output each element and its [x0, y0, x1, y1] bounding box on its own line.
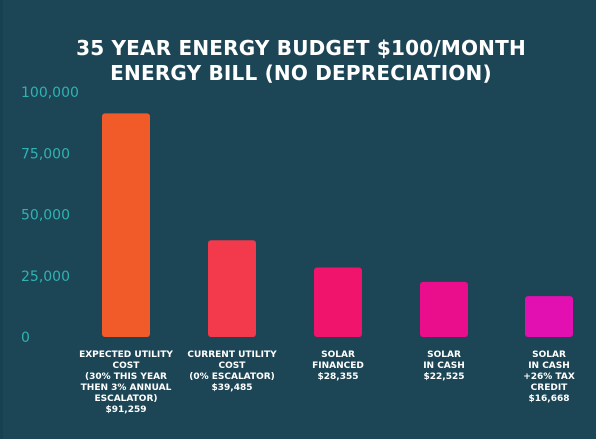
chart-title-line-1: 35 YEAR ENERGY BUDGET $100/MONTH — [76, 36, 526, 60]
bar-5 — [525, 296, 573, 337]
category-label-4: SOLAR IN CASH $22,525 — [423, 350, 465, 382]
y-tick-label: 75,000 — [21, 146, 70, 162]
bar-2 — [208, 240, 256, 337]
category-label-5: SOLAR IN CASH +26% TAX CREDIT $16,668 — [523, 350, 575, 404]
category-label-1: EXPECTED UTILITY COST (30% THIS YEAR THEN 3… — [79, 350, 173, 415]
y-tick-label: 100,000 — [21, 85, 79, 101]
y-tick-label: 25,000 — [21, 269, 70, 285]
category-label-2: CURRENT UTILITY COST (0% ESCALATOR) $39,485 — [187, 350, 277, 393]
category-label-3: SOLAR FINANCED $28,355 — [312, 350, 364, 382]
y-tick-label: 0 — [21, 330, 30, 346]
bar-4 — [420, 281, 468, 337]
bar-1 — [102, 113, 150, 337]
chart-title-line-2: ENERGY BILL (NO DEPRECIATION) — [110, 61, 492, 85]
y-tick-label: 50,000 — [21, 208, 70, 224]
bar-chart: 0 25,000 50,000 75,000 100,000 EXPECTED UTILI… — [21, 85, 575, 415]
bar-3 — [314, 267, 362, 337]
